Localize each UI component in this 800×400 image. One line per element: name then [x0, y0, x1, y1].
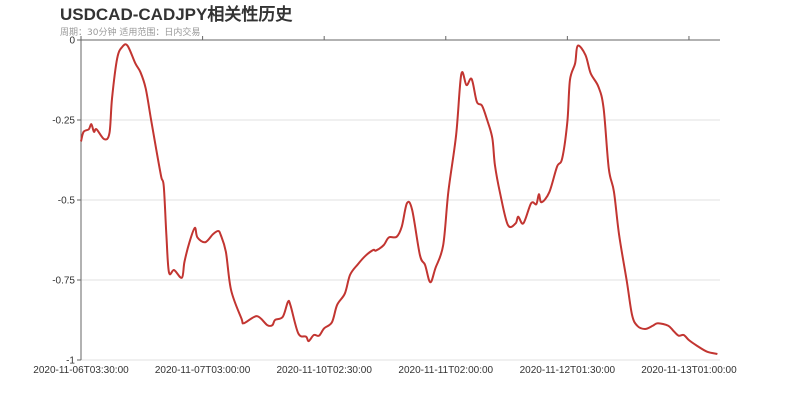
x-tick-label: 2020-11-13T01:00:00	[641, 365, 737, 376]
chart-subtitle: 周期：30分钟 适用范围：日内交易	[60, 28, 201, 38]
x-tick-label: 2020-11-07T03:00:00	[155, 365, 251, 376]
x-tick-label: 2020-11-06T03:30:00	[33, 365, 129, 376]
y-tick-label: -0.75	[52, 276, 75, 287]
y-tick-label: -0.5	[58, 196, 76, 207]
x-tick-label: 2020-11-10T02:30:00	[276, 365, 372, 376]
x-tick-label: 2020-11-12T01:30:00	[520, 365, 616, 376]
y-tick-label: -1	[66, 356, 75, 367]
x-tick-label: 2020-11-11T02:00:00	[398, 365, 493, 376]
chart-title: USDCAD-CADJPY相关性历史	[60, 5, 293, 24]
y-tick-label: -0.25	[52, 116, 75, 127]
y-tick-label: 0	[69, 36, 75, 47]
correlation-series-line	[80, 43, 718, 355]
